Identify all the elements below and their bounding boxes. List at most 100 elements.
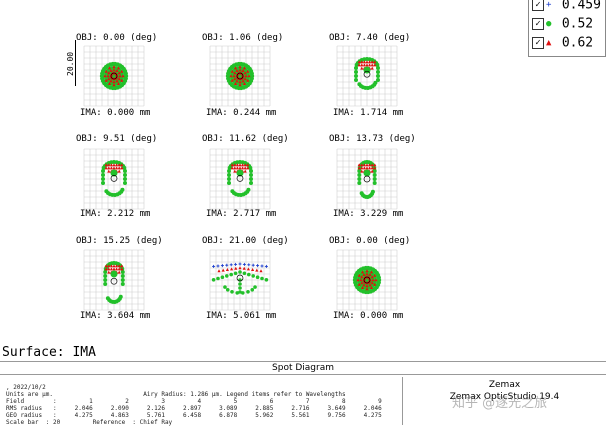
ray-mark-green xyxy=(103,270,108,274)
ray-mark-red xyxy=(370,60,374,64)
ray-mark-red xyxy=(370,275,374,279)
ray-mark-green xyxy=(225,274,229,278)
spot-diagram-cell xyxy=(209,249,271,311)
ray-mark-green xyxy=(249,181,253,185)
ray-mark-red xyxy=(360,270,365,274)
checkbox-icon[interactable]: ✓ xyxy=(532,18,544,30)
ray-mark-red xyxy=(109,69,113,73)
ray-mark-red xyxy=(359,278,363,282)
ray-mark-red xyxy=(370,163,374,167)
ray-mark-red xyxy=(120,163,124,167)
ray-mark-red xyxy=(368,283,372,287)
ray-mark-red xyxy=(217,269,221,273)
ray-mark-green xyxy=(225,287,230,292)
airy-circle xyxy=(363,276,371,284)
ray-mark-red xyxy=(365,60,369,64)
ray-mark-green xyxy=(251,274,255,278)
ray-mark-green xyxy=(240,291,245,295)
ray-mark-red xyxy=(246,78,250,82)
ray-mark-red xyxy=(115,163,119,167)
ray-mark-red xyxy=(109,79,113,83)
ray-mark-blue xyxy=(220,264,224,268)
airy-circle xyxy=(110,175,118,182)
ray-mark-red xyxy=(238,166,242,170)
ray-mark-red xyxy=(365,287,369,291)
spot-diagram-cell xyxy=(209,45,271,107)
spot-fill xyxy=(110,270,118,278)
ray-mark-green xyxy=(255,275,260,279)
ray-mark-red xyxy=(357,60,361,64)
ray-mark-red xyxy=(357,282,361,286)
ray-mark-red xyxy=(104,264,108,268)
ray-mark-red xyxy=(109,163,113,167)
spot-diagram-cell xyxy=(83,148,145,210)
ray-mark-red xyxy=(238,68,242,72)
ray-mark-green xyxy=(376,275,381,280)
ray-mark-green xyxy=(250,287,255,292)
ray-mark-green xyxy=(238,270,242,274)
ray-mark-red xyxy=(112,83,116,87)
ray-mark-red xyxy=(357,63,361,67)
ray-mark-green xyxy=(230,189,235,194)
ray-mark-red xyxy=(365,284,369,288)
ray-mark-red xyxy=(365,272,369,276)
plot-title: Spot Diagram xyxy=(0,361,606,375)
ray-mark-red xyxy=(357,273,361,277)
ray-mark-red xyxy=(121,74,125,78)
ray-mark-green xyxy=(227,177,231,181)
ray-mark-red xyxy=(365,63,369,67)
surface-label: Surface: IMA xyxy=(2,345,96,360)
ray-mark-red xyxy=(362,60,366,64)
ray-mark-red xyxy=(365,163,369,167)
ray-mark-red xyxy=(362,166,366,170)
ray-mark-red xyxy=(230,69,234,73)
airy-circle xyxy=(236,274,244,282)
ray-mark-red xyxy=(365,269,369,273)
ray-mark-red xyxy=(374,278,378,282)
ray-mark-green xyxy=(227,169,231,173)
spot-diagram-cell xyxy=(336,249,398,311)
ray-mark-green xyxy=(246,289,250,294)
ray-mark-red xyxy=(370,281,374,285)
ray-mark-red xyxy=(238,80,242,84)
ray-mark-red xyxy=(232,74,236,78)
ray-mark-red xyxy=(233,71,237,75)
ray-mark-red xyxy=(360,163,364,167)
ray-mark-green xyxy=(123,173,127,177)
spot-diagram-cell xyxy=(336,45,398,107)
checkbox-icon[interactable]: ✓ xyxy=(532,0,544,11)
ray-mark-blue xyxy=(225,263,229,267)
legend-row: ✓ + 0.459 xyxy=(532,0,601,14)
ray-mark-red xyxy=(360,169,364,173)
ray-mark-red xyxy=(368,273,372,277)
spot-fill xyxy=(104,66,124,86)
ray-mark-green xyxy=(376,78,380,82)
ray-mark-red xyxy=(229,74,233,78)
ray-mark-red xyxy=(241,79,245,83)
ray-mark-green xyxy=(233,271,238,276)
field-angle-label: OBJ: 0.00 (deg) xyxy=(76,33,158,43)
ray-mark-red xyxy=(117,71,121,75)
checkbox-icon[interactable]: ✓ xyxy=(532,37,544,49)
ray-mark-green xyxy=(123,71,128,76)
ray-mark-red xyxy=(241,69,245,73)
ray-mark-blue xyxy=(256,264,260,268)
ray-mark-red xyxy=(115,166,119,170)
ray-mark-red xyxy=(360,63,364,67)
ray-mark-green xyxy=(249,169,253,173)
ray-mark-red xyxy=(120,264,124,268)
ray-mark-red xyxy=(235,79,239,83)
ray-mark-green xyxy=(372,177,377,181)
ray-mark-blue xyxy=(229,263,233,267)
ray-mark-red xyxy=(373,273,377,277)
ray-mark-green xyxy=(216,276,220,281)
image-height-label: IMA: 0.000 mm xyxy=(80,108,151,118)
ray-mark-red xyxy=(360,275,364,279)
scale-bar-label: 20.00 xyxy=(66,51,75,76)
ray-mark-red xyxy=(369,270,374,274)
ray-mark-green xyxy=(101,169,105,173)
image-height-label: IMA: 1.714 mm xyxy=(333,108,404,118)
ray-mark-green xyxy=(101,177,105,181)
ray-mark-red xyxy=(225,268,229,271)
legend-row: ✓ ▲ 0.62 xyxy=(532,34,593,52)
